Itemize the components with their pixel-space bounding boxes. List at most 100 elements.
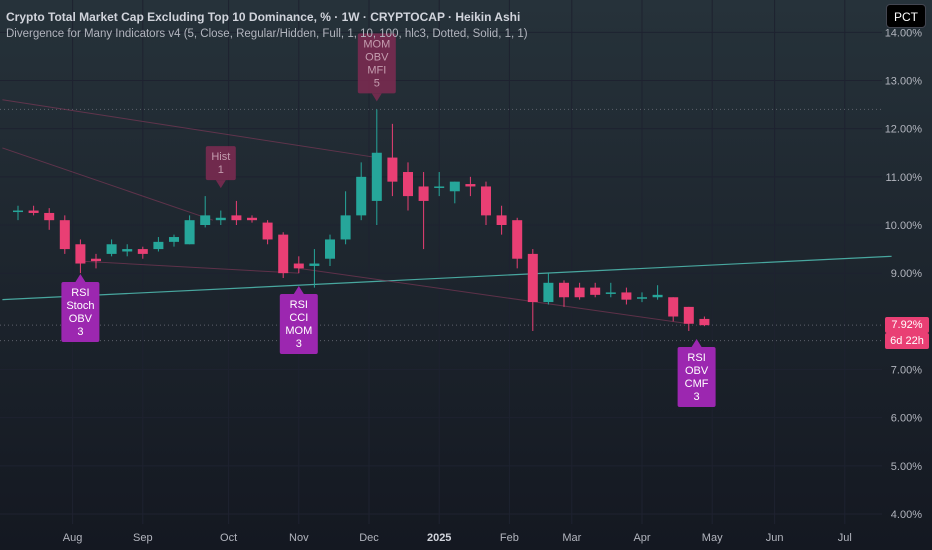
candle <box>153 237 164 252</box>
candle-body <box>605 292 616 294</box>
divergence-label-text: 3 <box>296 338 302 350</box>
price-axis[interactable]: 4.00% 5.00% 6.00% 7.00% 9.00% 10.00% 11.00% 12.… <box>885 27 923 521</box>
divergence-label-text: 3 <box>77 326 83 338</box>
divergence-label-text: CCI <box>289 312 308 324</box>
divergence-label-text: OBV <box>69 313 93 325</box>
divergence-label-text: OBV <box>365 51 389 63</box>
price-axis-label: 9.00% <box>891 268 922 280</box>
candle <box>387 123 398 197</box>
candle-body <box>184 220 195 245</box>
candle <box>325 234 335 266</box>
candle <box>59 215 70 254</box>
time-axis-label: Sep <box>133 532 153 544</box>
time-axis-label: Jun <box>766 532 784 544</box>
divergence-label-text: CMF <box>685 378 709 390</box>
divergence-label-text: Stoch <box>66 300 94 312</box>
indicator-legend[interactable]: Divergence for Many Indicators v4 (5, Cl… <box>6 28 528 40</box>
time-axis-label: Mar <box>562 532 581 544</box>
candle <box>356 162 367 221</box>
divergence-label-box <box>279 293 318 354</box>
candle-body <box>418 186 429 201</box>
candle-body <box>215 217 226 221</box>
divergence-label-pointer <box>691 338 702 347</box>
candle <box>91 253 101 269</box>
candle-body <box>465 184 476 187</box>
candle <box>699 316 710 327</box>
divergence-label-text: 1 <box>218 164 224 176</box>
candle <box>527 249 538 331</box>
candle <box>13 205 23 221</box>
price-axis-label: 7.00% <box>891 365 922 377</box>
candle-body <box>44 212 55 221</box>
candle-body <box>574 287 585 298</box>
percent-scale-button[interactable]: PCT <box>886 4 926 28</box>
divergence-line <box>298 267 689 325</box>
candle-body <box>527 253 538 303</box>
price-axis-label: 10.00% <box>885 220 923 232</box>
candle-body <box>590 287 601 295</box>
candle <box>106 239 117 257</box>
last-price-tag: 7.92% <box>885 317 929 334</box>
time-axis-label: Aug <box>63 532 83 544</box>
candle-body <box>512 220 523 259</box>
candle <box>293 256 304 274</box>
candle-body <box>91 258 101 262</box>
candle <box>574 282 585 300</box>
time-axis-label: May <box>702 532 723 544</box>
candle <box>683 306 694 331</box>
divergence-label-text: 3 <box>694 391 700 403</box>
candle-body <box>325 239 335 259</box>
price-axis-label: 12.00% <box>885 124 923 136</box>
time-axis-label: Apr <box>633 532 650 544</box>
candle <box>44 208 55 230</box>
candle <box>309 249 320 288</box>
candle <box>231 200 242 225</box>
candle-body <box>683 306 694 324</box>
candle-body <box>340 215 351 240</box>
price-axis-label: 13.00% <box>885 76 923 88</box>
candle <box>449 181 460 204</box>
candle-body <box>247 217 257 221</box>
candle <box>371 109 382 225</box>
candle-body <box>262 222 273 240</box>
candle-body <box>543 282 554 303</box>
time-axis-label: Jul <box>838 532 852 544</box>
candle <box>559 280 569 307</box>
divergence-line <box>2 147 214 221</box>
candle <box>434 172 445 197</box>
candle-body <box>137 249 148 254</box>
divergence-label-text: RSI <box>290 299 308 311</box>
candle-body <box>449 181 460 192</box>
candle-body <box>153 241 164 250</box>
price-axis-label: 6.00% <box>891 413 922 425</box>
candle-body <box>13 210 23 213</box>
candle <box>496 205 507 235</box>
candle-body <box>356 176 367 216</box>
time-axis[interactable]: Aug Sep Oct Nov Dec 2025 Feb Mar Apr May Jun Jul <box>63 532 852 544</box>
candle-body <box>200 215 211 225</box>
candle-body <box>106 244 117 254</box>
candle <box>215 210 226 225</box>
candle-body <box>59 220 70 250</box>
candle <box>200 196 211 228</box>
candle-body <box>278 234 289 274</box>
symbol-title[interactable]: Crypto Total Market Cap Excluding Top 10… <box>6 10 521 24</box>
price-axis-label: 14.00% <box>885 27 923 39</box>
candle <box>543 273 554 305</box>
candle <box>418 172 429 250</box>
divergence-label-box <box>205 146 236 181</box>
candle-body <box>403 172 413 197</box>
candle <box>590 282 601 298</box>
candle <box>403 162 413 211</box>
divergence-label-text: RSI <box>71 287 89 299</box>
divergence-label-text: Hist <box>211 151 230 163</box>
divergence-label-text: RSI <box>687 352 705 364</box>
candle-body <box>371 152 382 201</box>
candle-body <box>75 244 86 264</box>
price-axis-label: 4.00% <box>891 509 922 521</box>
candle <box>621 287 632 305</box>
